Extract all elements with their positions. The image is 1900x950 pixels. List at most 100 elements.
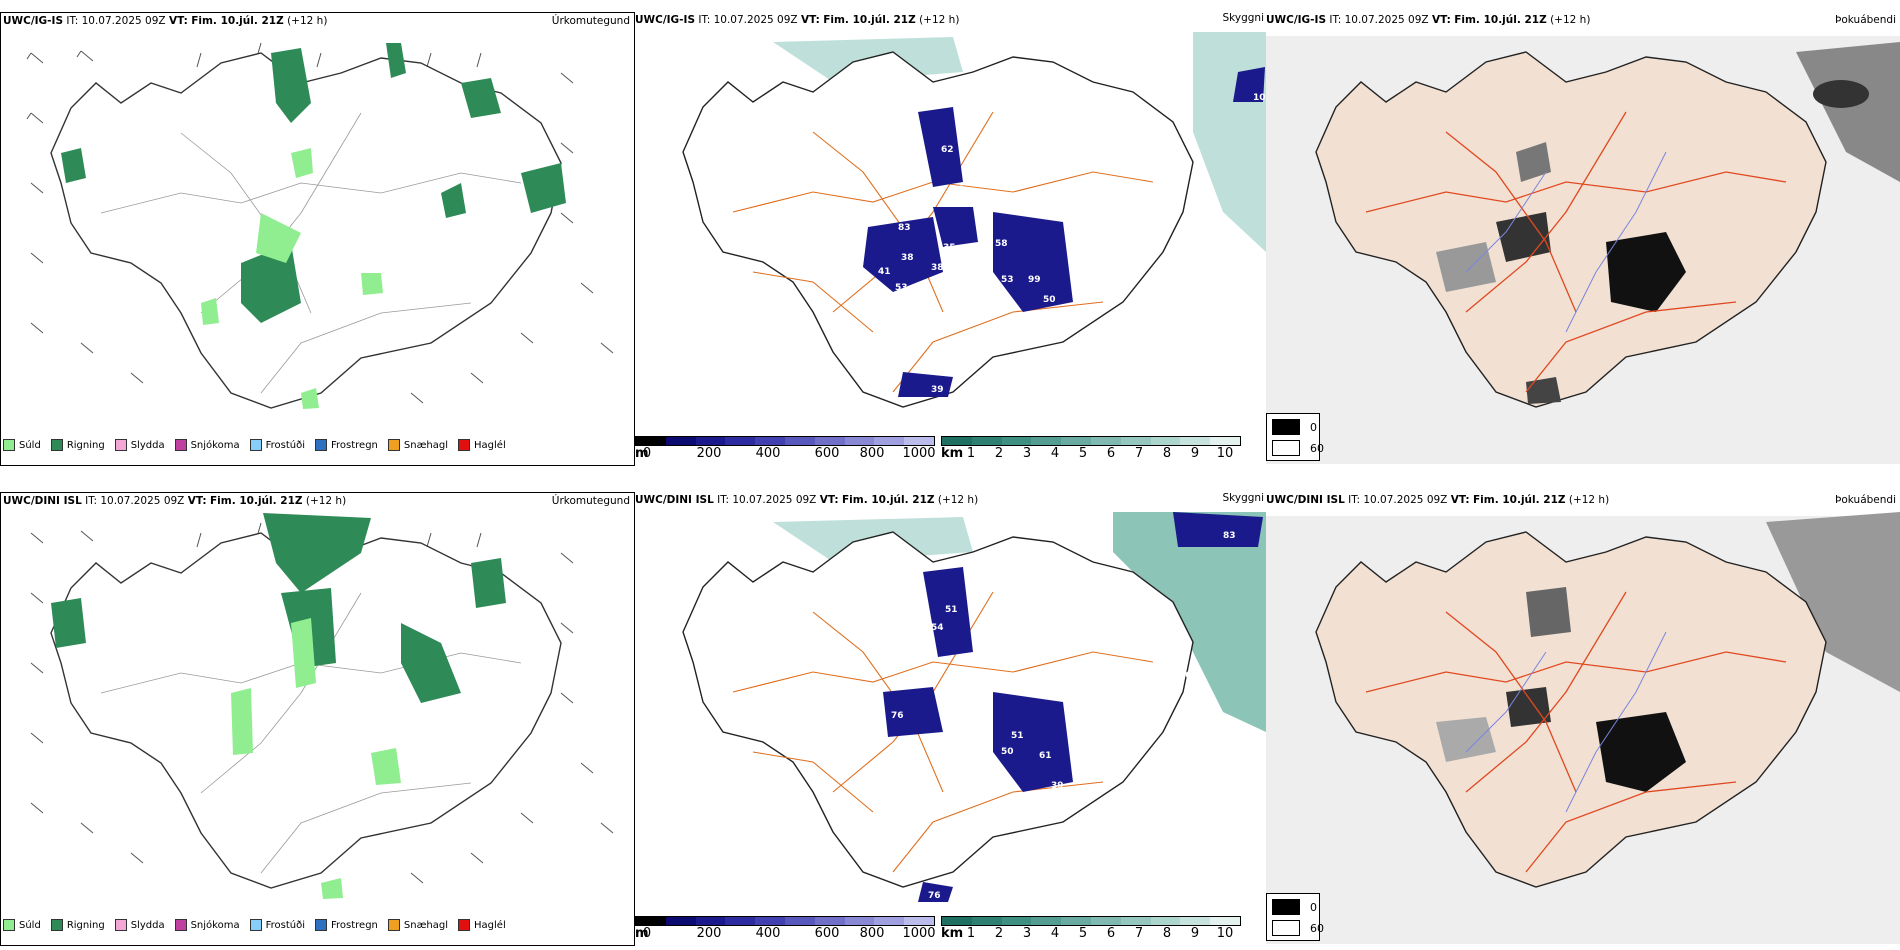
cloud-header-2: UWC/DINI ISL IT: 10.07.2025 09Z VT: Fim.… bbox=[635, 494, 978, 506]
valid-time: Fim. 10.júl. 21Z bbox=[191, 15, 284, 27]
ceiling-labels: 101 83 38 41 53 38 35 70 58 53 99 50 35 … bbox=[861, 93, 1266, 395]
visibility-colorbar-cells bbox=[941, 436, 1241, 446]
tick-label: 9 bbox=[1190, 926, 1200, 941]
legend-label: Haglél bbox=[474, 919, 506, 931]
ceiling-label: 101 bbox=[1253, 93, 1266, 103]
legend-swatch bbox=[249, 919, 262, 931]
tick-label: 10 bbox=[1216, 446, 1234, 461]
legend-item: Slydda bbox=[114, 919, 165, 931]
fog-legend-label: 60 bbox=[1310, 441, 1324, 455]
legend-label: Frostúði bbox=[265, 919, 305, 931]
legend-label: Snæhagl bbox=[403, 919, 449, 931]
fog-swatch bbox=[1272, 920, 1300, 936]
tick-label: 200 bbox=[696, 926, 722, 941]
legend-label: Slydda bbox=[130, 439, 165, 451]
precip-title: Úrkomutegund bbox=[551, 15, 630, 27]
init-time: IT: 10.07.2025 09Z bbox=[1348, 494, 1448, 506]
wind-barbs bbox=[30, 522, 614, 884]
precip-legend: Súld Rigning Slydda Snjókoma Frostúði Fr… bbox=[3, 439, 506, 451]
fog-areas bbox=[1436, 587, 1686, 792]
cloud-map-1: 101 83 38 41 53 38 35 70 58 53 99 50 35 … bbox=[682, 32, 1266, 408]
legend-label: Slydda bbox=[130, 919, 165, 931]
fog-legend-label: 0 bbox=[1310, 900, 1317, 914]
precip-legend: Súld Rigning Slydda Snjókoma Frostúði Fr… bbox=[3, 919, 506, 931]
visibility-colorbar: 1 2 3 4 5 6 7 8 9 10 km bbox=[941, 436, 1241, 462]
valid-label: VT: bbox=[1431, 14, 1451, 26]
precip-header-1: UWC/IG-IS IT: 10.07.2025 09Z VT: Fim. 10… bbox=[3, 15, 327, 27]
fog-legend-label: 0 bbox=[1310, 420, 1317, 434]
ceiling-label: 35 bbox=[939, 707, 952, 717]
legend-label: Snjókoma bbox=[190, 439, 240, 451]
ceiling-label: 39 bbox=[931, 385, 944, 395]
legend-item: Frostúði bbox=[249, 439, 305, 451]
legend-label: Rigning bbox=[66, 439, 105, 451]
ceiling-label: 72 bbox=[858, 727, 871, 737]
legend-swatch bbox=[458, 439, 471, 451]
precip-areas bbox=[61, 43, 566, 409]
valid-label: VT: bbox=[187, 495, 207, 507]
init-time: IT: 10.07.2025 09Z bbox=[1329, 14, 1429, 26]
road-network bbox=[1365, 591, 1787, 873]
ceiling-label: 53 bbox=[895, 283, 908, 293]
lead-time: (+12 h) bbox=[937, 494, 979, 506]
legend-item: Snjókoma bbox=[174, 919, 240, 931]
ceiling-label: 62 bbox=[941, 145, 954, 155]
tick-label: 4 bbox=[1050, 926, 1060, 941]
tick-label: 2 bbox=[994, 926, 1004, 941]
tick-label: 400 bbox=[755, 446, 781, 461]
fog-legend-item: 0 bbox=[1272, 899, 1317, 915]
legend-label: Haglél bbox=[474, 439, 506, 451]
tick-label: 9 bbox=[1190, 446, 1200, 461]
river-network bbox=[1465, 151, 1667, 333]
fog-panel-1: UWC/IG-IS IT: 10.07.2025 09Z VT: Fim. 10… bbox=[1266, 12, 1900, 464]
legend-label: Súld bbox=[19, 439, 41, 451]
legend-swatch bbox=[315, 439, 327, 451]
fog-area bbox=[1796, 42, 1900, 182]
valid-time: Fim. 10.júl. 21Z bbox=[1454, 14, 1547, 26]
ceiling-label: 76 bbox=[928, 891, 941, 901]
ceiling-label: 35 bbox=[1063, 323, 1076, 333]
ceiling-label: 35 bbox=[943, 243, 956, 253]
ceiling-label: 12 bbox=[895, 155, 908, 165]
visibility-sea-area bbox=[1113, 512, 1266, 732]
precip-areas bbox=[51, 513, 506, 899]
tick-label: 800 bbox=[859, 446, 885, 461]
iceland-outline bbox=[1315, 51, 1827, 408]
valid-time: Fim. 10.júl. 21Z bbox=[841, 494, 935, 506]
legend-item: Frostúði bbox=[249, 919, 305, 931]
ceiling-label: 51 bbox=[945, 605, 958, 615]
legend-swatch bbox=[50, 439, 63, 451]
fog-header-2: UWC/DINI ISL IT: 10.07.2025 09Z VT: Fim.… bbox=[1266, 494, 1609, 506]
fog-header-1: UWC/IG-IS IT: 10.07.2025 09Z VT: Fim. 10… bbox=[1266, 14, 1590, 26]
lead-time: (+12 h) bbox=[1568, 494, 1610, 506]
ceiling-label: 38 bbox=[901, 253, 914, 263]
valid-label: VT: bbox=[800, 14, 820, 26]
legend-swatch bbox=[315, 919, 327, 931]
tick-label: 6 bbox=[1106, 446, 1116, 461]
ceiling-label: 76 bbox=[891, 711, 904, 721]
tick-label: 0 bbox=[642, 446, 652, 461]
ceiling-colorbar-cells bbox=[635, 916, 935, 926]
fog-legend-2: 0 60 bbox=[1266, 893, 1324, 941]
legend-item: Súld bbox=[3, 439, 41, 451]
ceiling-unit: m bbox=[635, 926, 649, 941]
valid-label: VT: bbox=[168, 15, 188, 27]
visibility-colorbar: 1 2 3 4 5 6 7 8 9 10 km bbox=[941, 916, 1241, 942]
ceiling-label: 51 bbox=[1011, 731, 1024, 741]
legend-item: Frostregn bbox=[315, 439, 378, 451]
tick-label: 1 bbox=[966, 926, 976, 941]
model-name: UWC/DINI ISL bbox=[1266, 494, 1345, 506]
fog-title: Þokuábendi bbox=[1835, 494, 1896, 506]
ceiling-colorbar: 0 200 400 600 800 1000 m bbox=[635, 436, 936, 462]
legend-label: Snæhagl bbox=[403, 439, 449, 451]
iceland-outline bbox=[682, 51, 1194, 408]
lead-time: (+12 h) bbox=[1550, 14, 1591, 26]
legend-swatch bbox=[114, 439, 127, 451]
precip-title: Úrkomutegund bbox=[551, 495, 630, 507]
legend-swatch bbox=[174, 919, 187, 931]
legend-swatch bbox=[387, 919, 400, 931]
legend-swatch bbox=[3, 919, 15, 931]
valid-time: Fim. 10.júl. 21Z bbox=[823, 14, 916, 26]
fog-swatch bbox=[1272, 899, 1300, 915]
tick-label: 1000 bbox=[902, 446, 936, 461]
